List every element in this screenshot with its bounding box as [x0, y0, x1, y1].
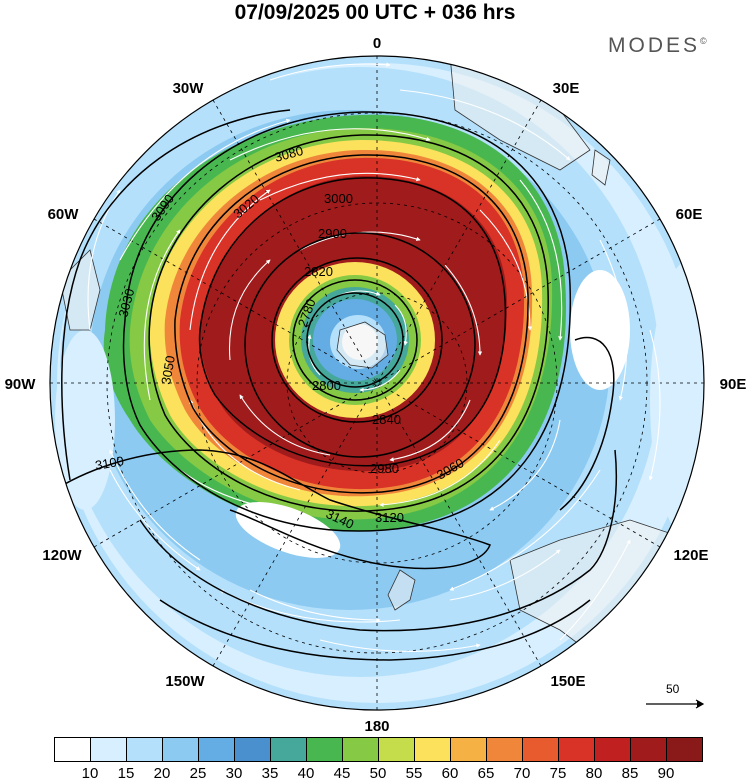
graticule [50, 56, 704, 710]
colorbar-label: 85 [621, 765, 639, 782]
colorbar-label: 20 [153, 765, 171, 782]
colorbar: 10 15 20 25 30 35 40 45 50 55 60 65 70 75 80 85 90 [54, 737, 703, 782]
colorbar-swatch [234, 737, 271, 762]
colorbar-label: 10 [81, 765, 99, 782]
contour-label: 3100 [94, 453, 125, 473]
longitude-label: 120E [673, 547, 708, 564]
contour-label: 3120 [375, 510, 404, 525]
contour-label: 3000 [324, 191, 353, 206]
wind-speed-shading [50, 56, 704, 710]
madagascar-coastline [591, 149, 611, 186]
contour-label: 3030 [115, 287, 137, 319]
colorbar-swatch [162, 737, 199, 762]
colorbar-label: 35 [261, 765, 279, 782]
longitude-label: 60E [676, 206, 703, 223]
colorbar-label: 60 [441, 765, 459, 782]
colorbar-label: 80 [585, 765, 603, 782]
colorbar-label: 90 [657, 765, 675, 782]
colorbar-swatch [90, 737, 127, 762]
contour-label: 2840 [372, 412, 401, 427]
colorbar-label: 25 [189, 765, 207, 782]
longitude-label: 30E [553, 80, 580, 97]
brand-logo: MODES© [608, 34, 707, 58]
colorbar-swatch [342, 737, 379, 762]
colorbar-label: 30 [225, 765, 243, 782]
longitude-labels: 0 30E 60E 90E 120E 150E 180 150W 120W 90… [5, 35, 747, 735]
colorbar-label: 75 [549, 765, 567, 782]
colorbar-swatch [54, 737, 91, 762]
colorbar-swatch [558, 737, 595, 762]
geopotential-contours [50, 109, 618, 661]
colorbar-swatch [450, 737, 487, 762]
colorbar-swatch [666, 737, 703, 762]
colorbar-swatch [630, 737, 667, 762]
colorbar-label: 15 [117, 765, 135, 782]
colorbar-swatch [378, 737, 415, 762]
longitude-label: 0 [373, 35, 381, 52]
longitude-label: 60W [48, 206, 80, 223]
colorbar-swatch [306, 737, 343, 762]
colorbar-label: 45 [333, 765, 351, 782]
reference-vector-label: 50 [666, 682, 680, 696]
brand-name: MODES [608, 34, 701, 57]
longitude-label: 180 [364, 718, 389, 735]
contour-label: 3050 [158, 354, 178, 385]
colorbar-label: 65 [477, 765, 495, 782]
map-border [49, 55, 705, 711]
colorbar-swatch [594, 737, 631, 762]
contour-label: 2900 [318, 226, 347, 241]
map-title: 07/09/2025 00 UTC + 036 hrs [234, 1, 516, 24]
longitude-label: 150W [165, 673, 205, 690]
antarctica-coastline [336, 321, 389, 369]
new-zealand-coastline [387, 569, 416, 611]
colorbar-swatch [486, 737, 523, 762]
longitude-label: 90E [720, 376, 747, 393]
longitude-label: 120W [42, 547, 82, 564]
colorbar-label: 40 [297, 765, 315, 782]
colorbar-swatch [270, 737, 307, 762]
polar-map: 2780 2800 2820 2840 2900 2980 3000 3020 … [5, 35, 747, 735]
colorbar-label: 55 [405, 765, 423, 782]
colorbar-swatch [414, 737, 451, 762]
longitude-label: 90W [5, 376, 37, 393]
colorbar-swatch [126, 737, 163, 762]
contour-label: 2820 [304, 264, 333, 279]
longitude-label: 150E [550, 673, 585, 690]
colorbar-label: 70 [513, 765, 531, 782]
longitude-label: 30W [173, 80, 205, 97]
copyright-mark: © [700, 36, 707, 46]
arrow-right-icon [646, 699, 705, 709]
colorbar-swatch [198, 737, 235, 762]
colorbar-label: 50 [369, 765, 387, 782]
contour-label: 2800 [312, 378, 341, 393]
reference-vector: 50 [640, 682, 710, 718]
colorbar-swatch [522, 737, 559, 762]
contour-label: 3080 [273, 143, 305, 165]
contour-label: 2980 [370, 461, 399, 476]
